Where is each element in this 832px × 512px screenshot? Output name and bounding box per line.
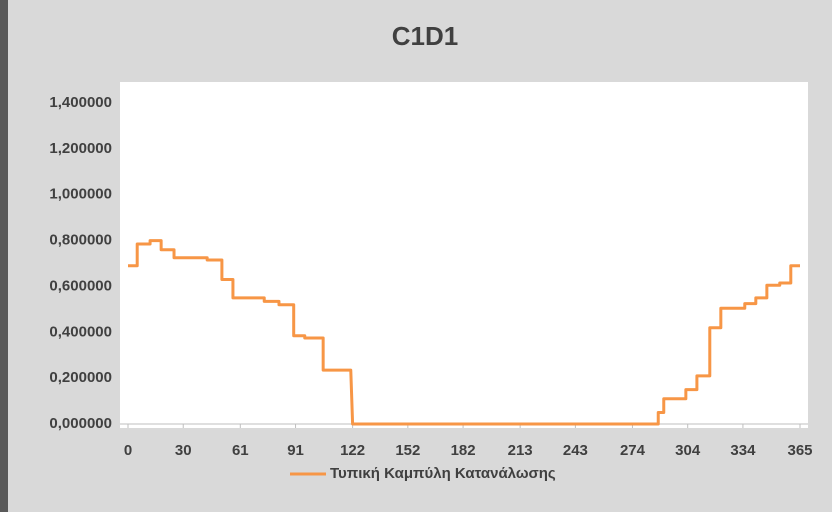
x-tick-label: 365	[787, 442, 812, 459]
y-tick-label: 1,000000	[49, 186, 112, 203]
x-tick-label: 213	[508, 442, 533, 459]
x-tick-label: 122	[340, 442, 365, 459]
x-tick-label: 152	[395, 442, 420, 459]
y-tick-label: 0,000000	[49, 415, 112, 432]
x-tick-label: 182	[451, 442, 476, 459]
x-tick-label: 243	[563, 442, 588, 459]
x-tick-label: 304	[675, 442, 701, 459]
y-tick-label: 0,200000	[49, 369, 112, 386]
x-tick-label: 61	[232, 442, 249, 459]
chart-title: C1D1	[392, 21, 458, 51]
y-tick-label: 1,200000	[49, 140, 112, 157]
plot-area	[120, 82, 808, 428]
legend-label: Τυπική Καμπύλη Κατανάλωσης	[330, 465, 556, 482]
x-tick-label: 334	[730, 442, 756, 459]
x-tick-label: 274	[620, 442, 646, 459]
x-tick-label: 0	[124, 442, 132, 459]
window-edge	[0, 0, 8, 512]
y-tick-label: 0,800000	[49, 232, 112, 249]
data-line	[128, 239, 800, 426]
y-tick-label: 0,600000	[49, 277, 112, 294]
y-tick-label: 0,400000	[49, 323, 112, 340]
x-tick-label: 91	[287, 442, 304, 459]
y-tick-label: 1,400000	[49, 94, 112, 111]
x-tick-label: 30	[175, 442, 192, 459]
